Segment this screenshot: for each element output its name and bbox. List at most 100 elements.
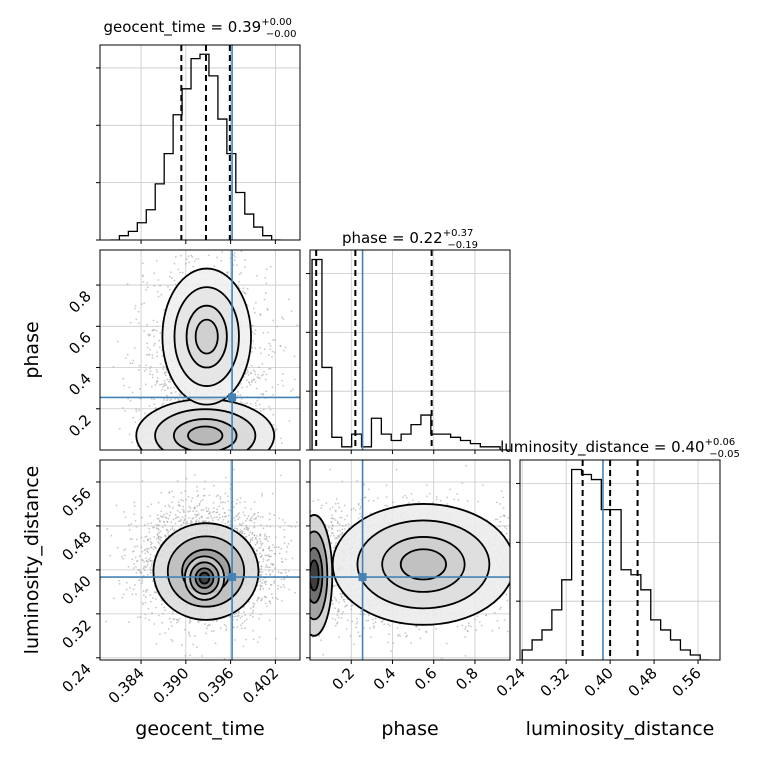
- sample-point: [283, 349, 285, 352]
- tick-label-phase: 0.8: [65, 287, 95, 317]
- sample-point: [280, 578, 283, 581]
- sample-point: [147, 558, 150, 561]
- sample-point: [283, 486, 285, 488]
- sample-point: [271, 570, 274, 573]
- sample-point: [261, 494, 263, 497]
- sample-point: [218, 483, 220, 485]
- sample-point: [266, 550, 268, 552]
- sample-point: [164, 609, 167, 611]
- sample-point: [223, 477, 225, 479]
- sample-point: [215, 498, 217, 500]
- sample-point: [267, 454, 269, 456]
- sample-point: [194, 464, 196, 466]
- sample-point: [146, 346, 149, 349]
- sample-point: [256, 399, 259, 402]
- sample-point: [183, 188, 185, 190]
- sample-point: [153, 403, 156, 406]
- sample-point: [144, 383, 147, 386]
- sample-point: [143, 561, 146, 563]
- sample-point: [148, 373, 151, 376]
- sample-point: [243, 611, 246, 613]
- sample-point: [215, 506, 217, 508]
- sample-point: [269, 602, 272, 605]
- sample-point: [150, 491, 152, 493]
- sample-point: [235, 515, 237, 517]
- sample-point: [168, 457, 170, 459]
- sample-point: [176, 456, 178, 458]
- sample-point: [155, 598, 157, 600]
- sample-point: [173, 618, 176, 621]
- sample-point: [278, 552, 281, 555]
- sample-point: [206, 517, 208, 520]
- sample-point: [156, 377, 159, 379]
- tick-label-luminosity_distance: 0.56: [669, 664, 705, 700]
- sample-point: [118, 583, 121, 585]
- sample-point: [151, 357, 154, 359]
- sample-point: [259, 377, 261, 379]
- sample-point: [250, 517, 253, 520]
- sample-point: [176, 621, 178, 624]
- sample-point: [274, 567, 276, 570]
- density-layer: [112, 188, 299, 537]
- sample-point: [131, 441, 133, 444]
- sample-point: [170, 621, 172, 623]
- sample-point: [203, 466, 205, 468]
- sample-point: [153, 284, 156, 287]
- sample-point: [270, 583, 273, 586]
- sample-point: [194, 485, 196, 487]
- sample-point: [190, 483, 192, 485]
- sample-point: [369, 636, 372, 639]
- sample-point: [271, 386, 274, 389]
- tick-label-luminosity_distance: 0.40: [58, 572, 94, 608]
- sample-point: [152, 319, 155, 322]
- sample-point: [250, 538, 252, 541]
- sample-point: [208, 464, 210, 466]
- sample-point: [167, 380, 170, 383]
- sample-point: [192, 510, 195, 513]
- sample-point: [164, 465, 166, 467]
- sample-point: [234, 499, 236, 501]
- sample-point: [365, 619, 368, 622]
- sample-point: [171, 277, 173, 279]
- sample-point: [221, 452, 223, 454]
- sample-point: [404, 632, 407, 634]
- sample-point: [265, 282, 268, 285]
- sample-point: [170, 490, 173, 493]
- sample-point: [254, 543, 257, 546]
- sample-point: [146, 323, 148, 326]
- sample-point: [151, 535, 153, 537]
- sample-point: [221, 473, 223, 475]
- sample-point: [156, 467, 158, 469]
- tick-label-phase: 0.8: [452, 664, 482, 694]
- sample-point: [269, 550, 271, 552]
- sample-point: [166, 394, 168, 397]
- sample-point: [149, 553, 152, 556]
- sample-point: [181, 271, 184, 274]
- sample-point: [158, 542, 161, 545]
- sample-point: [249, 519, 252, 521]
- sample-point: [196, 514, 198, 516]
- sample-point: [205, 507, 208, 509]
- sample-point: [187, 226, 189, 228]
- sample-point: [142, 590, 145, 592]
- sample-point: [163, 482, 165, 484]
- sample-point: [260, 524, 262, 526]
- sample-point: [158, 524, 160, 527]
- sample-point: [259, 584, 262, 587]
- xlabel-geocent-time: geocent_time: [135, 718, 264, 740]
- sample-point: [171, 611, 174, 613]
- sample-point: [262, 549, 264, 552]
- sample-point: [155, 475, 157, 477]
- sample-point: [290, 525, 293, 528]
- sample-point: [217, 475, 219, 477]
- sample-point: [168, 510, 170, 512]
- sample-point: [178, 399, 181, 402]
- sample-point: [157, 529, 160, 531]
- sample-point: [170, 271, 172, 274]
- sample-point: [263, 298, 266, 301]
- sample-point: [168, 288, 171, 291]
- sample-point: [267, 529, 269, 531]
- sample-point: [119, 464, 121, 466]
- sample-point: [183, 518, 186, 520]
- sample-point: [260, 374, 263, 377]
